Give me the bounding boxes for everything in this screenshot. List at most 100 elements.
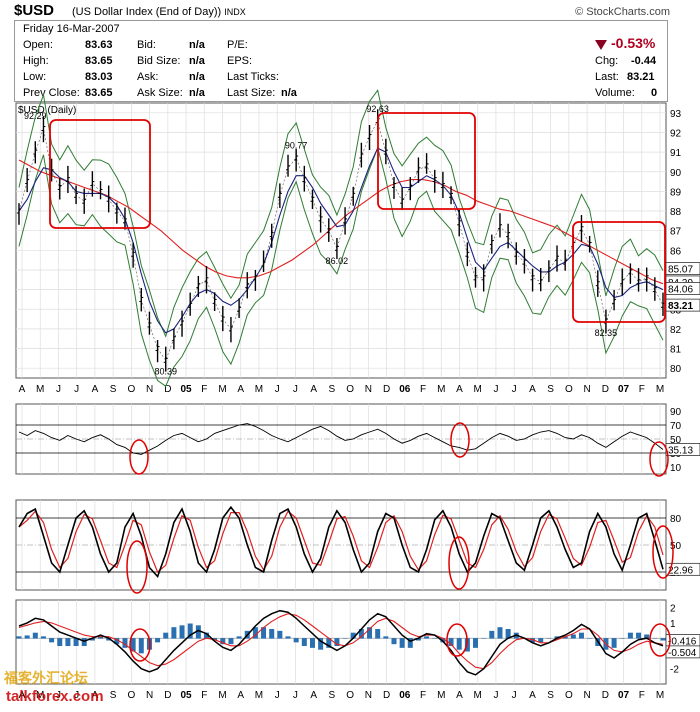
price-annotation: 90.77: [285, 141, 308, 151]
stockcharts-brand[interactable]: © StockCharts.com: [575, 6, 670, 18]
macd-histogram-bar: [220, 638, 226, 645]
macd-month-tick-label: J: [275, 690, 280, 701]
macd-month-tick-label: 07: [618, 690, 630, 701]
month-tick-label: J: [74, 384, 79, 395]
ask-label: Ask:: [137, 71, 159, 83]
month-tick-label: S: [547, 384, 554, 395]
macd-month-tick-label: M: [36, 690, 44, 701]
macd-month-tick-label: N: [146, 690, 153, 701]
macd-highlight-ellipse: [649, 623, 671, 657]
macd-histogram-bar: [81, 638, 87, 647]
month-tick-label: J: [293, 384, 298, 395]
month-tick-label: M: [218, 384, 226, 395]
macd-month-tick-label: M: [255, 690, 263, 701]
month-tick-label: M: [255, 384, 263, 395]
macd-histogram-bar: [301, 638, 307, 647]
macd-histogram-bar: [203, 632, 209, 639]
month-tick-label: J: [56, 384, 61, 395]
quote-date: Friday 16-Mar-2007: [23, 23, 120, 35]
macd-histogram-bar: [187, 623, 193, 639]
macd-histogram-bar: [587, 638, 593, 639]
macd-histogram-bar: [98, 636, 104, 639]
stoch-tick-label: 80: [670, 514, 682, 525]
macd-tick-label: 2: [670, 604, 676, 615]
price-last-label: 83.21: [668, 301, 693, 312]
macd-histogram-bar: [489, 630, 495, 639]
macd-histogram-bar: [138, 638, 144, 654]
macd-histogram-bar: [636, 632, 642, 639]
macd-month-tick-label: D: [383, 690, 390, 701]
macd-line: [18, 609, 664, 676]
month-tick-label: M: [437, 384, 445, 395]
price-tick-label: 91: [670, 148, 682, 159]
volume-value: 0: [651, 87, 658, 99]
month-tick-label: F: [201, 384, 207, 395]
macd-month-tick-label: J: [293, 690, 298, 701]
month-tick-label: M: [656, 384, 664, 395]
macd-histogram-bar: [269, 629, 275, 639]
rsi-highlight-ellipse: [450, 422, 470, 458]
rsi-highlight-ellipse: [649, 441, 669, 477]
macd-histogram-bar: [293, 638, 299, 643]
macd-histogram-bar: [644, 634, 650, 639]
macd-month-tick-label: J: [512, 690, 517, 701]
highlight-box: [572, 221, 666, 323]
macd-histogram-bar: [195, 625, 201, 639]
macd-histogram-bar: [350, 632, 356, 639]
bid-label: Bid:: [137, 39, 156, 51]
change-percent-value: -0.53%: [611, 35, 656, 51]
month-tick-label: J: [275, 384, 280, 395]
macd-histogram-bar: [652, 638, 658, 639]
macd-last-label: -0.504: [668, 648, 697, 659]
rsi-tick-label: 10: [670, 463, 682, 474]
macd-histogram-bar: [375, 629, 381, 639]
macd-highlight-ellipse: [129, 628, 151, 662]
month-tick-label: 07: [618, 384, 630, 395]
price-panel-title: $USD (Daily): [18, 105, 76, 116]
rsi-tick-label: 70: [670, 421, 682, 432]
macd-month-tick-label: A: [19, 690, 26, 701]
macd-month-tick-label: J: [56, 690, 61, 701]
macd-histogram-bar: [464, 638, 470, 652]
rsi-line: [18, 423, 664, 455]
price-tick-label: 90: [670, 168, 682, 179]
macd-histogram-bar: [155, 638, 161, 643]
macd-histogram-bar: [285, 636, 291, 639]
macd-month-tick-label: N: [365, 690, 372, 701]
macd-month-tick-label: J: [493, 690, 498, 701]
price-last-box: [665, 262, 700, 275]
macd-histogram-bar: [415, 638, 421, 641]
macd-month-tick-label: O: [346, 690, 354, 701]
price-tick-label: 80: [670, 364, 682, 375]
moving-average-200: [18, 159, 664, 285]
month-tick-label: O: [346, 384, 354, 395]
price-tick-label: 86: [670, 246, 682, 257]
macd-histogram-bar: [73, 638, 79, 647]
symbol-title: $USD: [14, 2, 55, 19]
macd-histogram-bar: [611, 638, 617, 648]
ask-size-value: n/a: [189, 87, 205, 99]
macd-histogram-bar: [383, 636, 389, 639]
moving-average-50: [18, 147, 664, 334]
month-tick-label: 06: [399, 384, 411, 395]
price-tick-label: 93: [670, 109, 682, 120]
macd-histogram-bar: [277, 630, 283, 639]
bid-value: n/a: [189, 39, 205, 51]
macd-histogram-bar: [89, 638, 95, 641]
last-size-label: Last Size:: [227, 87, 276, 99]
change-percent: -0.53%: [595, 35, 655, 51]
macd-month-tick-label: M: [474, 690, 482, 701]
price-panel-frame: [15, 102, 667, 379]
macd-histogram-bar: [424, 636, 430, 639]
macd-month-tick-label: M: [437, 690, 445, 701]
macd-signal-line: [18, 613, 664, 670]
macd-histogram-bar: [57, 638, 63, 647]
macd-histogram-bar: [546, 638, 552, 639]
month-tick-label: N: [365, 384, 372, 395]
macd-month-tick-label: M: [656, 690, 664, 701]
macd-tick-label: 1: [670, 619, 676, 630]
macd-histogram-bar: [334, 638, 340, 647]
macd-histogram-bar: [228, 638, 234, 645]
stoch-tick-label: 50: [670, 541, 682, 552]
macd-histogram-bar: [448, 638, 454, 647]
